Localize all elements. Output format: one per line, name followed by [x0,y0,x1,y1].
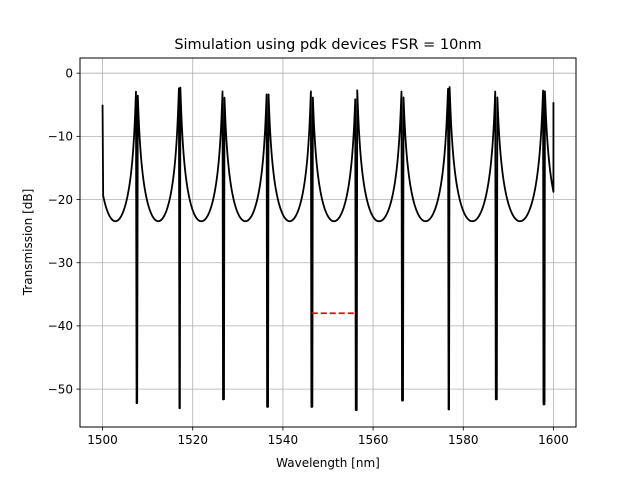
chart-title: Simulation using pdk devices FSR = 10nm [174,37,481,53]
y-axis-label: Transmission [dB] [21,189,35,297]
y-tick-label: −10 [48,130,73,144]
transmission-line [101,86,555,411]
y-tick-label: 0 [65,66,73,80]
y-tick-label: −20 [48,193,73,207]
resonance-dip [401,399,404,402]
resonance-dip [542,403,546,406]
resonance-dip [178,406,181,410]
x-tick-label: 1520 [177,433,208,447]
y-tick-label: −40 [48,319,73,333]
x-tick-label: 1540 [268,433,299,447]
y-tick-label: −30 [48,256,73,270]
x-axis-label: Wavelength [nm] [276,456,380,470]
resonance-dip [447,408,450,411]
x-tick-label: 1500 [87,433,118,447]
x-tick-label: 1560 [358,433,389,447]
resonance-dip [266,405,269,408]
resonance-dip [495,398,498,401]
resonance-dip [135,401,138,405]
resonance-dip [355,408,358,412]
resonance-dip [310,405,313,408]
series [101,86,555,412]
y-tick-label: −50 [48,382,73,396]
x-tick-label: 1600 [538,433,569,447]
grid [80,58,576,427]
plot-frame [79,57,577,428]
x-tick-label: 1580 [448,433,479,447]
ticks: 1500 1520 1540 1560 1580 1600 0 −10 −20 −30 −40 −50 [48,66,569,447]
resonance-dip [222,398,225,401]
